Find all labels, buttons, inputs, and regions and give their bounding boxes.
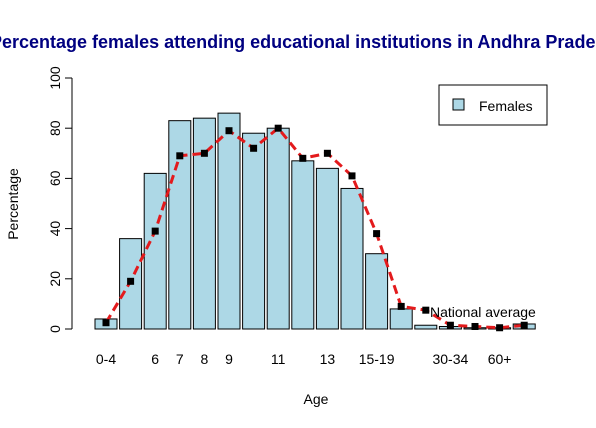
national-average-point [176,152,184,160]
legend-label: Females [479,98,533,114]
x-tick-label: 15-19 [359,351,395,367]
bar [340,187,364,330]
national-average-annotation: National average [430,304,536,320]
national-average-point [299,154,307,162]
bar [192,117,216,330]
x-tick-label: 9 [225,351,233,367]
national-average-point [471,322,479,330]
bar [315,167,339,330]
bar [168,120,192,330]
y-tick-label: 60 [47,170,63,186]
national-average-point [446,321,454,329]
national-average-point [200,149,208,157]
x-tick-labels: 0-4 6 7 8 9 11 13 15-19 30-34 60+ [96,351,512,367]
chart-title: Percentage females attending educational… [0,32,596,52]
x-tick-label: 11 [271,351,286,367]
bars [94,112,536,330]
national-average-point [323,149,331,157]
bar [217,112,241,330]
bar [414,324,438,330]
national-average-point [348,172,356,180]
national-average-point [373,230,381,238]
national-average-point [274,124,282,132]
x-axis-label: Age [304,391,329,407]
national-average-point [151,227,159,235]
legend: Females [438,84,548,126]
bar [143,172,167,330]
y-tick-label: 20 [47,271,63,287]
national-average-point [127,277,135,285]
national-average-point [102,319,110,327]
x-tick-label: 30-34 [432,351,468,367]
x-tick-label: 0-4 [96,351,116,367]
bar [365,253,389,330]
national-average-point [225,127,233,135]
bar [266,127,290,330]
x-tick-label: 60+ [488,351,512,367]
national-average-point [496,324,504,332]
y-tick-label: 80 [47,120,63,136]
national-average-point [422,306,430,314]
national-average-polyline [104,126,525,330]
x-tick-label: 7 [176,351,184,367]
national-average-point [250,144,258,152]
y-tick-label: 0 [47,325,63,333]
bar [242,132,266,330]
national-average-line [102,124,528,332]
x-tick-label: 13 [320,351,336,367]
national-average-point [520,321,528,329]
y-axis: 0 20 40 60 80 100 [47,66,73,333]
y-tick-label: 40 [47,221,63,237]
x-tick-label: 8 [201,351,209,367]
legend-swatch [452,98,465,111]
y-axis-label: Percentage [5,168,21,240]
bar [389,308,413,330]
y-tick-label: 100 [47,66,63,90]
x-tick-label: 6 [151,351,159,367]
national-average-point [397,302,405,310]
bar [291,160,315,330]
